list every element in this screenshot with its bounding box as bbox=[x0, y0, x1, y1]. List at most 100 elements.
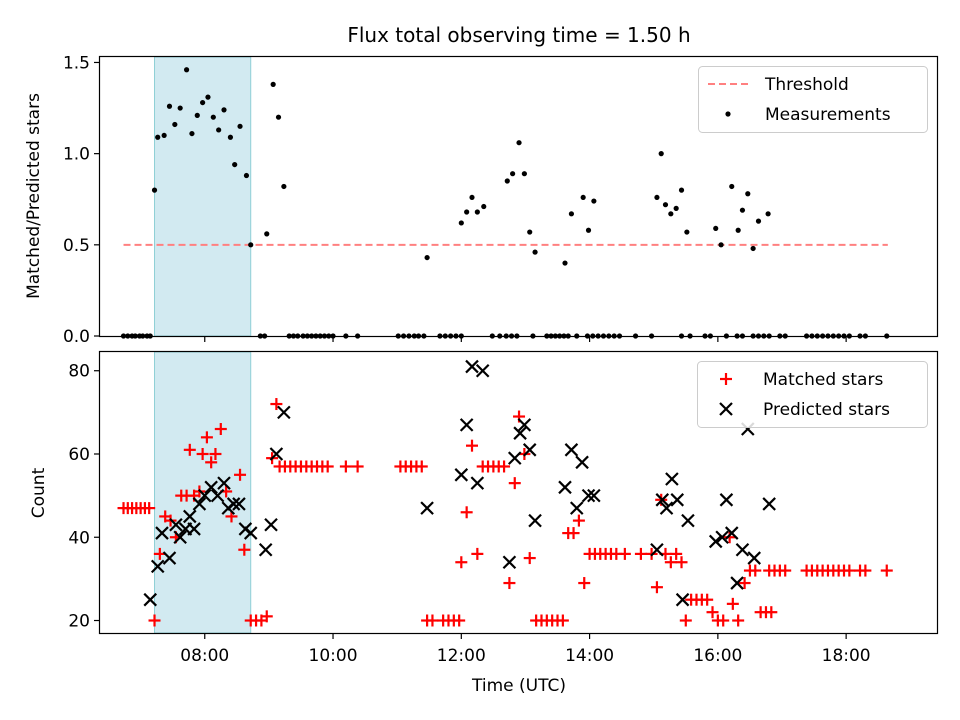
matched-star-point bbox=[634, 547, 647, 560]
measurement-point bbox=[562, 260, 568, 266]
measurement-point bbox=[658, 151, 664, 157]
matched-star-point bbox=[234, 468, 247, 481]
measurement-point bbox=[745, 191, 751, 197]
top-legend: Threshold Measurements bbox=[698, 66, 928, 133]
matched-star-point bbox=[749, 564, 762, 577]
matched-star-point bbox=[880, 564, 893, 577]
predicted-star-point bbox=[264, 517, 278, 532]
measurement-point bbox=[189, 130, 195, 137]
predicted-star-point bbox=[730, 576, 744, 590]
predicted-star-point bbox=[269, 447, 284, 461]
measurement-point bbox=[270, 81, 276, 87]
matched-star-point bbox=[508, 477, 521, 490]
bottom-legend-box bbox=[697, 361, 928, 428]
predicted-star-point bbox=[210, 488, 225, 503]
predicted-star-point bbox=[226, 497, 241, 511]
x-tick-label: 12:00 bbox=[437, 646, 486, 666]
legend-threshold-label: Threshold bbox=[764, 75, 849, 95]
predicted-star-point bbox=[150, 559, 165, 574]
matched-star-point bbox=[523, 552, 536, 565]
measurement-point bbox=[194, 112, 200, 118]
measurement-point bbox=[464, 209, 470, 215]
matched-star-point bbox=[738, 577, 751, 590]
measurement-point bbox=[750, 245, 756, 252]
predicted-star-point bbox=[517, 418, 532, 432]
predicted-star-point bbox=[192, 497, 207, 511]
matched-star-point bbox=[618, 547, 631, 560]
matched-star-point bbox=[732, 614, 745, 627]
legend-matched-label: Matched stars bbox=[763, 370, 883, 390]
predicted-star-point bbox=[747, 551, 761, 565]
predicted-star-point bbox=[155, 526, 169, 540]
matched-star-point bbox=[859, 564, 872, 577]
y-tick-label: 1.5 bbox=[63, 53, 90, 73]
measurement-point bbox=[673, 205, 679, 211]
predicted-star-point bbox=[659, 501, 674, 515]
matched-star-point bbox=[321, 460, 334, 473]
predicted-star-point bbox=[197, 488, 212, 503]
measurement-point bbox=[585, 227, 592, 233]
measurement-point bbox=[221, 107, 227, 113]
matched-star-point bbox=[466, 439, 478, 452]
matched-star-point bbox=[183, 443, 196, 456]
y-tick-label: 40 bbox=[68, 528, 90, 548]
x-tick-label: 08:00 bbox=[180, 646, 229, 666]
x-tick-label: 10:00 bbox=[309, 646, 358, 666]
predicted-star-point bbox=[675, 592, 690, 607]
measurement-point bbox=[232, 161, 238, 168]
bottom-legend: Matched stars Predicted stars bbox=[697, 361, 928, 428]
matched-star-point bbox=[460, 506, 473, 519]
measurement-point bbox=[521, 171, 527, 177]
measurement-point bbox=[161, 132, 167, 139]
measurement-point bbox=[527, 229, 533, 235]
matched-star-point bbox=[498, 460, 511, 473]
matched-star-point bbox=[270, 398, 283, 411]
measurement-point bbox=[654, 194, 660, 201]
matched-star-point bbox=[453, 614, 466, 627]
matched-star-point bbox=[556, 614, 569, 627]
matched-star-point bbox=[779, 564, 792, 577]
legend-matched-swatch bbox=[720, 373, 732, 385]
y-tick-label: 80 bbox=[68, 362, 90, 382]
predicted-star-point bbox=[719, 493, 734, 507]
matched-star-point bbox=[701, 593, 714, 606]
measurement-point bbox=[275, 114, 282, 120]
predicted-star-point bbox=[277, 405, 291, 420]
predicted-star-point bbox=[465, 359, 479, 374]
measurement-point bbox=[281, 183, 287, 190]
predicted-star-point bbox=[715, 530, 729, 545]
measurement-point bbox=[504, 178, 510, 184]
measurement-point bbox=[227, 134, 234, 140]
predicted-star-point bbox=[724, 526, 739, 540]
predicted-star-point bbox=[564, 443, 579, 457]
predicted-star-point bbox=[232, 497, 246, 511]
y-tick-label: 0.5 bbox=[63, 236, 90, 256]
predicted-star-point bbox=[708, 534, 723, 549]
measurement-point bbox=[166, 103, 173, 109]
predicted-star-point bbox=[187, 522, 201, 536]
predicted-star-point bbox=[665, 472, 679, 486]
matched-star-point bbox=[723, 531, 736, 544]
measurement-point bbox=[216, 127, 222, 133]
y-tick-label: 0.0 bbox=[63, 327, 90, 347]
x-tick-label: 18:00 bbox=[822, 646, 871, 666]
measurement-point bbox=[177, 105, 183, 111]
measurement-point bbox=[474, 209, 480, 215]
measurement-point bbox=[210, 114, 216, 120]
matched-star-point bbox=[679, 614, 692, 627]
observing-span-shade bbox=[154, 56, 252, 337]
measurement-point bbox=[172, 121, 178, 128]
matched-star-point bbox=[843, 564, 856, 577]
measurement-point bbox=[458, 220, 464, 226]
legend-predicted-swatch bbox=[719, 402, 733, 416]
legend-predicted-label: Predicted stars bbox=[763, 400, 890, 420]
measurement-point bbox=[713, 225, 719, 232]
matched-star-point bbox=[238, 543, 251, 556]
matched-star-point bbox=[650, 581, 663, 594]
matched-star-point bbox=[200, 431, 213, 444]
matched-star-point bbox=[214, 423, 227, 436]
measurement-point bbox=[481, 203, 487, 210]
predicted-star-point bbox=[204, 480, 218, 495]
measurement-point bbox=[755, 218, 762, 224]
matched-star-point bbox=[503, 577, 516, 590]
